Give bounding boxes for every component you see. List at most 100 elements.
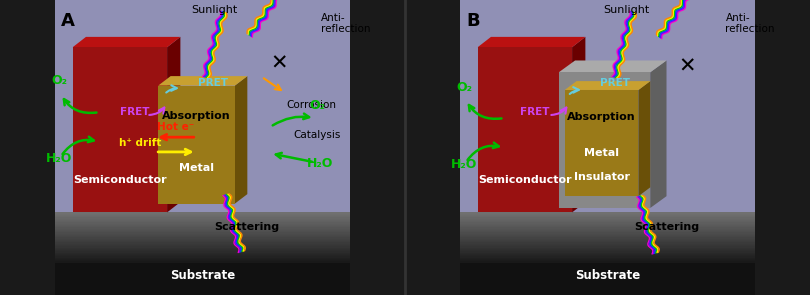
Polygon shape xyxy=(55,240,350,241)
Polygon shape xyxy=(55,258,350,259)
Polygon shape xyxy=(460,0,755,212)
Text: A: A xyxy=(61,12,75,30)
Text: Substrate: Substrate xyxy=(170,269,235,282)
Polygon shape xyxy=(55,215,350,216)
Polygon shape xyxy=(55,246,350,248)
Polygon shape xyxy=(55,0,350,212)
Polygon shape xyxy=(460,255,755,256)
Polygon shape xyxy=(460,253,755,254)
Polygon shape xyxy=(55,214,350,215)
Polygon shape xyxy=(460,212,755,214)
Polygon shape xyxy=(460,250,755,251)
Polygon shape xyxy=(460,231,755,232)
Polygon shape xyxy=(460,227,755,229)
Polygon shape xyxy=(55,217,350,219)
Polygon shape xyxy=(55,261,350,263)
Polygon shape xyxy=(55,245,350,246)
Polygon shape xyxy=(460,258,755,259)
Text: H₂O: H₂O xyxy=(451,158,478,171)
Text: ✕: ✕ xyxy=(271,53,288,73)
Polygon shape xyxy=(460,259,755,260)
Polygon shape xyxy=(460,245,755,246)
Polygon shape xyxy=(55,224,350,225)
Text: Catalysis: Catalysis xyxy=(294,130,341,140)
Polygon shape xyxy=(55,248,350,249)
Text: Metal: Metal xyxy=(584,148,619,158)
Polygon shape xyxy=(460,225,755,226)
Polygon shape xyxy=(55,226,350,227)
Polygon shape xyxy=(460,261,755,263)
Polygon shape xyxy=(55,212,350,214)
Text: Absorption: Absorption xyxy=(567,112,636,122)
Polygon shape xyxy=(460,260,755,261)
Polygon shape xyxy=(55,249,350,250)
Text: Insulator: Insulator xyxy=(573,172,629,182)
Polygon shape xyxy=(158,76,247,86)
Polygon shape xyxy=(55,253,350,254)
Polygon shape xyxy=(73,37,181,47)
Text: O₂: O₂ xyxy=(456,81,472,94)
Polygon shape xyxy=(55,220,350,221)
Polygon shape xyxy=(55,254,350,255)
Polygon shape xyxy=(55,236,350,237)
Polygon shape xyxy=(167,37,181,212)
Text: Sunlight: Sunlight xyxy=(603,5,650,15)
Text: Corrosion: Corrosion xyxy=(287,100,337,110)
Polygon shape xyxy=(460,242,755,244)
Text: O₂: O₂ xyxy=(309,99,326,112)
Text: Metal: Metal xyxy=(179,163,214,173)
Polygon shape xyxy=(460,215,755,216)
Polygon shape xyxy=(460,235,755,236)
Polygon shape xyxy=(55,234,350,235)
Polygon shape xyxy=(55,235,350,236)
Polygon shape xyxy=(460,230,755,231)
Text: FRET: FRET xyxy=(120,107,149,117)
Polygon shape xyxy=(55,250,350,251)
Polygon shape xyxy=(460,251,755,253)
Polygon shape xyxy=(460,254,755,255)
Polygon shape xyxy=(55,222,350,224)
Polygon shape xyxy=(650,60,667,208)
Text: Semiconductor: Semiconductor xyxy=(73,175,167,185)
Polygon shape xyxy=(460,214,755,215)
Text: Anti-
reflection: Anti- reflection xyxy=(726,13,775,35)
Polygon shape xyxy=(460,219,755,220)
Polygon shape xyxy=(55,237,350,239)
Text: H₂O: H₂O xyxy=(46,152,73,165)
Polygon shape xyxy=(460,237,755,239)
Polygon shape xyxy=(55,227,350,229)
Polygon shape xyxy=(565,81,650,90)
Text: FRET: FRET xyxy=(521,107,550,117)
Polygon shape xyxy=(55,260,350,261)
Polygon shape xyxy=(478,37,586,47)
Text: ✕: ✕ xyxy=(679,56,696,76)
Text: O₂: O₂ xyxy=(51,74,67,87)
Polygon shape xyxy=(460,216,755,217)
Polygon shape xyxy=(55,259,350,260)
Polygon shape xyxy=(460,249,755,250)
Polygon shape xyxy=(460,226,755,227)
Polygon shape xyxy=(460,248,755,249)
Polygon shape xyxy=(460,240,755,241)
Polygon shape xyxy=(55,219,350,220)
Polygon shape xyxy=(460,244,755,245)
Polygon shape xyxy=(55,239,350,240)
Polygon shape xyxy=(460,241,755,242)
Text: Hot e⁻: Hot e⁻ xyxy=(157,122,194,132)
Polygon shape xyxy=(565,90,638,196)
Text: B: B xyxy=(466,12,480,30)
Text: Semiconductor: Semiconductor xyxy=(478,175,572,185)
Polygon shape xyxy=(55,242,350,244)
Text: H₂O: H₂O xyxy=(307,157,334,170)
Text: Substrate: Substrate xyxy=(575,269,640,282)
Polygon shape xyxy=(55,241,350,242)
Polygon shape xyxy=(55,232,350,234)
Text: h⁺ drift: h⁺ drift xyxy=(119,138,162,148)
Polygon shape xyxy=(158,86,235,204)
Text: Absorption: Absorption xyxy=(162,111,231,121)
Polygon shape xyxy=(559,60,667,72)
Polygon shape xyxy=(460,232,755,234)
Polygon shape xyxy=(478,47,572,212)
Polygon shape xyxy=(73,47,167,212)
Polygon shape xyxy=(460,239,755,240)
